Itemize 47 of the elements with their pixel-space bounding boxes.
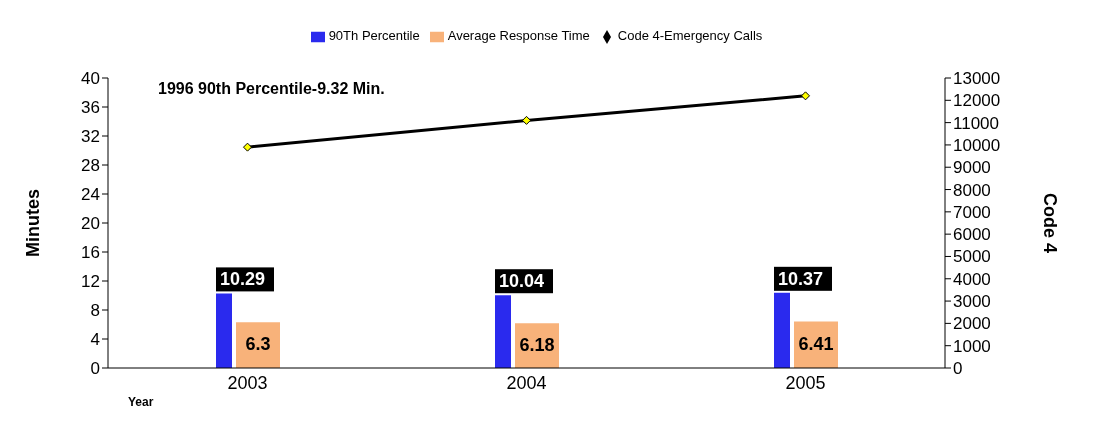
- data-label: 6.3: [245, 334, 271, 355]
- y-tick-label: 12: [81, 272, 100, 292]
- y2-tick-label: 4000: [953, 269, 991, 289]
- y-tick-label: 20: [81, 214, 100, 234]
- bar: [774, 292, 790, 368]
- y-tick-label: 40: [81, 69, 100, 89]
- y2-tick-label: 12000: [953, 91, 1001, 111]
- y2-tick-label: 3000: [953, 292, 991, 312]
- y-tick-label: 24: [81, 185, 100, 205]
- point: [801, 91, 810, 101]
- y-tick-label: 0: [90, 359, 100, 379]
- x-tick-label: 2004: [506, 372, 547, 393]
- y2-tick-label: 11000: [953, 113, 1000, 133]
- y2-tick-label: 9000: [953, 158, 991, 178]
- y-tick-label: 28: [81, 156, 100, 176]
- data-label: 6.41: [798, 333, 834, 354]
- y-tick-label: 8: [90, 301, 100, 321]
- annotation: 1996 90th Percentile-9.32 Min.: [158, 80, 385, 98]
- x-tick-label: 2003: [227, 372, 268, 393]
- bar: [216, 293, 232, 368]
- y2-tick-label: 7000: [953, 202, 991, 222]
- y2-tick-label: 5000: [953, 247, 991, 267]
- point: [522, 115, 531, 125]
- y2-tick-label: 10000: [953, 135, 1001, 155]
- y-tick-label: 36: [81, 98, 100, 118]
- y-tick-label: 32: [81, 127, 100, 147]
- bar: [495, 295, 511, 368]
- point: [243, 142, 252, 152]
- y2-tick-label: 13000: [953, 69, 1001, 89]
- data-label: 10.37: [778, 268, 824, 289]
- y2-tick-label: 8000: [953, 180, 991, 200]
- y2-tick-label: 2000: [953, 314, 991, 334]
- y-tick-label: 16: [81, 243, 100, 263]
- legend-label: Code 4-Emergency Calls: [617, 28, 763, 43]
- data-label: 6.18: [519, 335, 555, 356]
- y2-tick-label: 1000: [953, 336, 991, 356]
- data-label: 10.04: [499, 271, 545, 292]
- y-axis-title: Minutes: [23, 188, 44, 258]
- data-label: 10.29: [220, 269, 266, 290]
- y2-tick-label: 0: [953, 359, 963, 379]
- x-axis-title: Year: [128, 395, 154, 409]
- legend-label: Average Response Time: [447, 28, 590, 43]
- y2-axis-title: Code 4: [1039, 192, 1060, 254]
- y-tick-label: 4: [90, 330, 100, 350]
- x-tick-label: 2005: [785, 372, 826, 393]
- y2-tick-label: 6000: [953, 225, 991, 245]
- legend-label: 90Th Percentile: [328, 28, 420, 43]
